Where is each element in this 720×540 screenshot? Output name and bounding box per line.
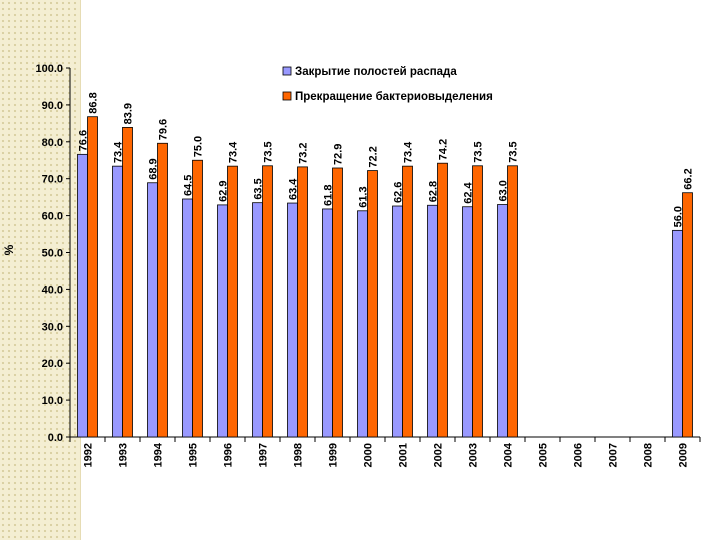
- bar-series-2-1994: [157, 142, 168, 438]
- bar-series-1-1996: [217, 204, 228, 438]
- legend-swatch-series-1: [282, 66, 292, 76]
- data-label-series-1-2001: 62.6: [393, 182, 405, 203]
- bar-series-2-2002: [437, 162, 448, 438]
- data-label-series-1-1998: 63.4: [288, 178, 300, 200]
- data-label-series-2-1994: 79.6: [158, 119, 170, 140]
- data-label-series-1-1995: 64.5: [183, 175, 195, 196]
- bar-series-1-2001: [392, 205, 403, 438]
- x-tick-label: 2006: [573, 443, 585, 467]
- bar-series-2-1993: [122, 127, 133, 438]
- x-tick-label: 1998: [293, 443, 305, 467]
- bar-series-2-2009: [682, 192, 693, 438]
- bar-series-2-1999: [332, 167, 343, 438]
- bar-series-2-2004: [507, 165, 518, 438]
- bar-series-1-1994: [147, 182, 158, 438]
- x-tick-label: 1995: [188, 443, 200, 467]
- bar-series-1-1995: [182, 198, 193, 438]
- data-label-series-2-1999: 72.9: [333, 144, 345, 165]
- y-tick-label: 30.0: [42, 321, 63, 333]
- x-tick-label: 2007: [608, 443, 620, 467]
- y-tick-label: 0.0: [48, 432, 63, 444]
- legend-swatch-series-2: [282, 91, 292, 101]
- legend-label-series-2: Прекращение бактериовыделения: [295, 91, 493, 103]
- bar-series-1-2000: [357, 210, 368, 438]
- y-tick-label: 80.0: [42, 137, 63, 149]
- data-label-series-2-1992: 86.8: [88, 92, 100, 113]
- y-tick-label: 50.0: [42, 248, 63, 260]
- x-tick-label: 1992: [83, 443, 95, 467]
- x-tick-label: 1996: [223, 443, 235, 467]
- x-tick-label: 2009: [678, 443, 690, 467]
- x-tick-label: 2004: [503, 442, 515, 467]
- x-tick-label: 2005: [538, 443, 550, 467]
- bar-series-2-1995: [192, 159, 203, 438]
- data-label-series-2-1996: 73.4: [228, 141, 240, 163]
- data-label-series-1-2009: 56.0: [673, 206, 685, 227]
- bar-series-1-1992: [77, 153, 88, 438]
- data-label-series-1-2004: 63.0: [498, 180, 510, 201]
- x-tick-label: 2008: [643, 443, 655, 467]
- bar-series-1-2009: [672, 229, 683, 438]
- bar-series-2-1996: [227, 165, 238, 438]
- data-label-series-2-2009: 66.2: [683, 168, 695, 189]
- axes-layer: 0.0 10.0 20.0 30.0 40.0 50.0 60.0 70.0 80.0 90.0 1…: [35, 63, 701, 467]
- bar-series-1-1997: [252, 202, 263, 438]
- data-label-series-1-2000: 61.3: [358, 186, 370, 207]
- data-label-series-2-1997: 73.5: [263, 141, 275, 162]
- bar-series-1-2003: [462, 206, 473, 438]
- data-label-series-1-1997: 63.5: [253, 178, 265, 199]
- bar-series-2-1997: [262, 165, 273, 438]
- bar-series-1-1998: [287, 202, 298, 438]
- bar-series-2-1998: [297, 166, 308, 438]
- data-label-series-1-1999: 61.8: [323, 185, 335, 206]
- x-tick-label: 1994: [153, 442, 165, 467]
- legend-label-series-1: Закрытие полостей распада: [295, 66, 457, 78]
- bar-series-2-1992: [87, 116, 98, 438]
- data-label-series-2-1995: 75.0: [193, 136, 205, 157]
- x-tick-label: 1999: [328, 443, 340, 467]
- data-label-series-2-2001: 73.4: [403, 141, 415, 163]
- data-label-series-1-1994: 68.9: [148, 158, 160, 179]
- y-tick-label: 40.0: [42, 284, 63, 296]
- data-label-series-1-2003: 62.4: [463, 181, 475, 203]
- y-tick-label: 10.0: [42, 395, 63, 407]
- y-tick-label: 60.0: [42, 211, 63, 223]
- data-label-series-1-2002: 62.8: [428, 181, 440, 202]
- y-tick-label: 100.0: [35, 63, 63, 75]
- legend: Закрытие полостей распада Прекращение ба…: [282, 66, 493, 103]
- y-tick-label: 90.0: [42, 100, 63, 112]
- data-label-series-2-2003: 73.5: [473, 141, 485, 162]
- x-tick-label: 2002: [433, 443, 445, 467]
- data-labels-layer: 76.6 73.4 68.9 64.5 62.9 63.5 63.4 61.8 61.3 62.6…: [78, 92, 695, 227]
- data-label-series-2-1998: 73.2: [298, 142, 310, 163]
- decorative-side-pattern: [0, 0, 80, 540]
- x-tick-label: 1993: [118, 443, 130, 467]
- x-tick-label: 1997: [258, 443, 270, 467]
- bar-series-2-2001: [402, 165, 413, 438]
- bar-series-1-2004: [497, 204, 508, 438]
- bar-series-1-1999: [322, 208, 333, 438]
- data-label-series-1-1993: 73.4: [113, 141, 125, 163]
- bars-layer: [77, 116, 693, 438]
- y-axis-title: %: [2, 244, 16, 255]
- data-label-series-1-1996: 62.9: [218, 180, 230, 201]
- bar-series-1-2002: [427, 204, 438, 438]
- bar-series-1-1993: [112, 165, 123, 438]
- x-tick-label: 2000: [363, 443, 375, 467]
- data-label-series-2-1993: 83.9: [123, 103, 135, 124]
- data-label-series-2-2002: 74.2: [438, 139, 450, 160]
- data-label-series-1-1992: 76.6: [78, 130, 90, 151]
- data-label-series-2-2000: 72.2: [368, 146, 380, 167]
- y-tick-label: 20.0: [42, 358, 63, 370]
- bar-series-2-2003: [472, 165, 483, 438]
- y-tick-label: 70.0: [42, 174, 63, 186]
- bar-series-2-2000: [367, 170, 378, 438]
- x-tick-label: 2003: [468, 443, 480, 467]
- data-label-series-2-2004: 73.5: [508, 141, 520, 162]
- x-tick-label: 2001: [398, 443, 410, 467]
